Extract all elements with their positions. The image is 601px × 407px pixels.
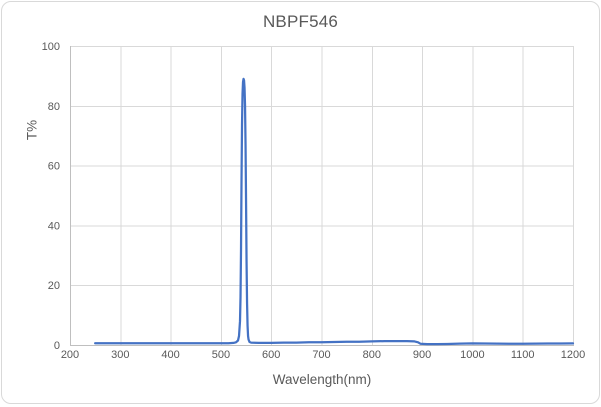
y-tick-label: 40 [48, 220, 60, 232]
x-tick-label: 600 [262, 349, 280, 361]
x-tick-label: 300 [111, 349, 129, 361]
y-axis-title: T% [24, 119, 40, 141]
y-tick-label: 80 [48, 101, 60, 113]
series-line-transmission [94, 77, 575, 346]
x-tick-label: 700 [312, 349, 330, 361]
x-tick-label: 400 [161, 349, 179, 361]
x-axis-title: Wavelength(nm) [272, 372, 372, 387]
y-tick-label: 20 [48, 280, 60, 292]
x-tick-label: 1000 [460, 349, 484, 361]
y-tick-label: 100 [42, 41, 60, 53]
x-tick-label: 1100 [511, 349, 535, 361]
x-tick-label: 1200 [561, 349, 585, 361]
chart-title: NBPF546 [262, 12, 339, 31]
y-tick-label: 60 [48, 161, 60, 173]
x-tick-label: 800 [363, 349, 381, 361]
x-tick-label: 200 [61, 349, 79, 361]
x-tick-label: 900 [413, 349, 431, 361]
y-tick-label: 0 [54, 340, 60, 352]
x-tick-label: 500 [212, 349, 230, 361]
